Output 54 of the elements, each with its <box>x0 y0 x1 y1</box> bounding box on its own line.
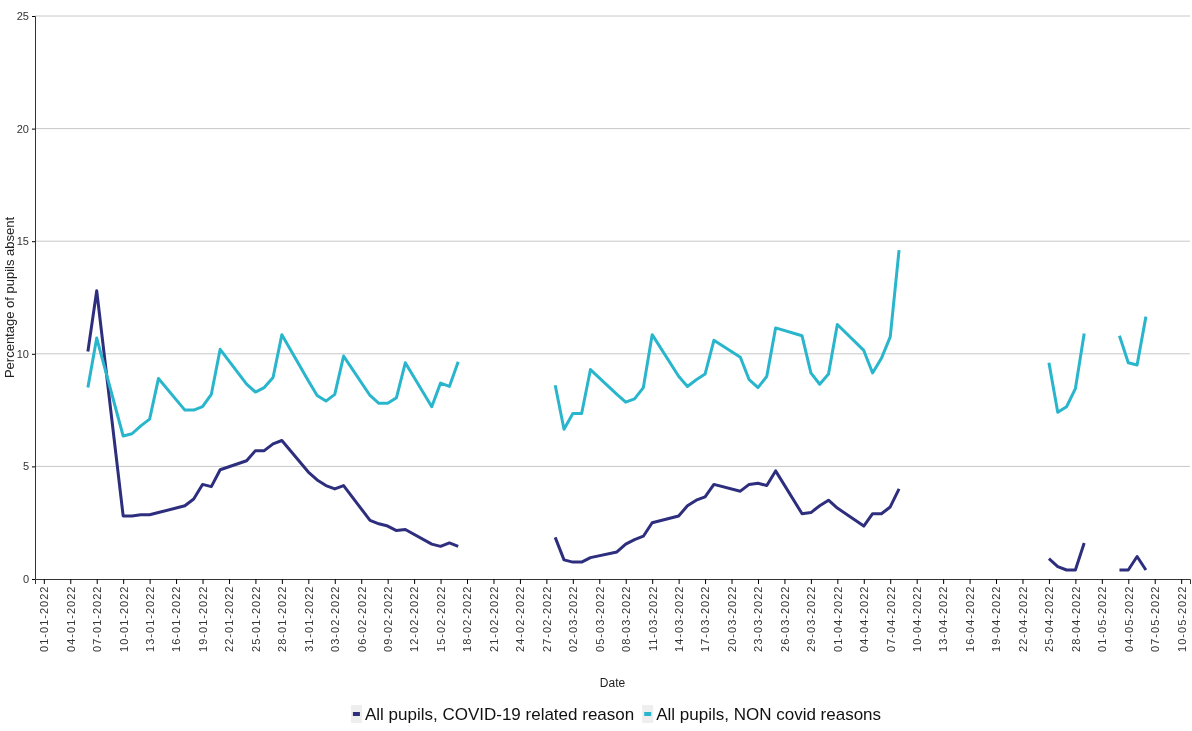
x-tick-label: 16-04-2022 <box>963 585 976 652</box>
x-tick-label: 05-03-2022 <box>593 585 606 652</box>
x-tick-label: 04-04-2022 <box>858 585 871 652</box>
x-tick-label: 18-02-2022 <box>461 585 474 652</box>
x-tick-label: 28-04-2022 <box>1069 585 1082 652</box>
x-tick-label: 22-04-2022 <box>1016 585 1029 652</box>
x-tick-label: 16-01-2022 <box>170 585 183 652</box>
x-tick-label: 25-04-2022 <box>1043 585 1056 652</box>
x-tick-label: 06-02-2022 <box>355 585 368 652</box>
y-tick-label: 5 <box>22 460 29 473</box>
x-tick-label: 10-01-2022 <box>117 585 130 652</box>
x-tick-label: 14-03-2022 <box>672 585 685 652</box>
x-tick-label: 01-01-2022 <box>38 585 51 652</box>
x-tick-label: 01-04-2022 <box>831 585 844 652</box>
x-tick-label: 01-05-2022 <box>1096 585 1109 652</box>
x-tick-label: 07-01-2022 <box>91 585 104 652</box>
x-tick-label: 13-04-2022 <box>937 585 950 652</box>
x-tick-label: 02-03-2022 <box>567 585 580 652</box>
x-tick-label: 23-03-2022 <box>752 585 765 652</box>
y-tick-label: 10 <box>16 347 29 360</box>
y-axis-title: Percentage of pupils absent <box>2 216 18 379</box>
x-tick-label: 15-02-2022 <box>434 585 447 652</box>
x-axis-title: Date <box>599 676 626 690</box>
x-tick-label: 13-01-2022 <box>143 585 156 652</box>
x-tick-label: 08-03-2022 <box>620 585 633 652</box>
x-tick-label: 24-02-2022 <box>514 585 527 652</box>
x-tick-label: 29-03-2022 <box>805 585 818 652</box>
x-tick-label: 27-02-2022 <box>540 585 553 652</box>
x-tick-label: 04-05-2022 <box>1122 585 1135 652</box>
x-tick-label: 04-01-2022 <box>64 585 77 652</box>
x-tick-label: 17-03-2022 <box>699 585 712 652</box>
x-tick-label: 09-02-2022 <box>382 585 395 652</box>
y-tick-label: 15 <box>16 235 29 248</box>
x-tick-label: 21-02-2022 <box>487 585 500 652</box>
x-tick-label: 10-04-2022 <box>911 585 924 652</box>
x-tick-label: 07-05-2022 <box>1149 585 1162 652</box>
legend-label: All pupils, COVID-19 related reason <box>364 705 635 724</box>
x-tick-label: 25-01-2022 <box>249 585 262 652</box>
x-tick-label: 19-01-2022 <box>196 585 209 652</box>
x-tick-label: 22-01-2022 <box>223 585 236 652</box>
x-tick-label: 10-05-2022 <box>1175 585 1188 652</box>
y-tick-label: 25 <box>16 10 29 23</box>
y-tick-label: 20 <box>16 122 29 135</box>
x-tick-label: 20-03-2022 <box>725 585 738 652</box>
x-tick-label: 12-02-2022 <box>408 585 421 652</box>
x-tick-label: 28-01-2022 <box>276 585 289 652</box>
x-tick-label: 31-01-2022 <box>302 585 315 652</box>
x-tick-label: 11-03-2022 <box>646 585 659 652</box>
x-tick-label: 07-04-2022 <box>884 585 897 652</box>
legend-label: All pupils, NON covid reasons <box>656 705 882 724</box>
x-tick-label: 26-03-2022 <box>778 585 791 652</box>
x-tick-label: 03-02-2022 <box>329 585 342 652</box>
x-tick-label: 19-04-2022 <box>990 585 1003 652</box>
y-tick-label: 0 <box>22 573 29 586</box>
